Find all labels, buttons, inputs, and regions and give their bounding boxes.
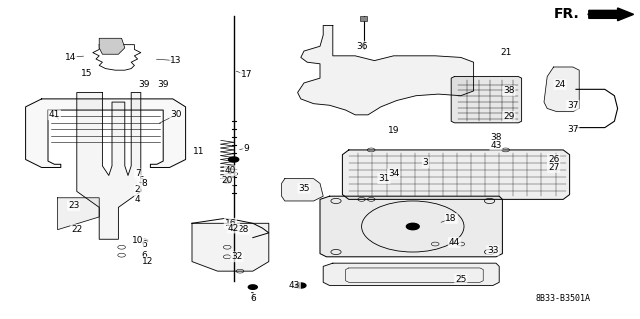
Polygon shape [342,150,570,199]
Text: 43: 43 [289,281,300,290]
Text: 14: 14 [65,53,76,62]
Text: 32: 32 [231,252,243,261]
Polygon shape [298,26,474,115]
Text: 6: 6 [141,240,147,249]
Polygon shape [320,196,502,257]
Text: 15: 15 [81,69,92,78]
Polygon shape [451,77,522,123]
Polygon shape [99,38,125,54]
Text: 19: 19 [388,126,399,135]
Text: 17: 17 [241,70,252,79]
Polygon shape [282,179,323,201]
Text: 21: 21 [500,48,511,57]
Text: 40: 40 [225,166,236,175]
Text: 42: 42 [228,224,239,233]
Text: 37: 37 [567,101,579,110]
Text: 12: 12 [141,257,153,266]
Text: 36: 36 [356,42,367,51]
Text: 3: 3 [423,158,428,167]
Text: FR.: FR. [554,7,579,21]
Polygon shape [192,223,269,271]
Text: 23: 23 [68,201,79,210]
Text: 6: 6 [250,294,255,303]
Text: 39: 39 [138,80,150,89]
Text: 44: 44 [449,238,460,247]
Text: 27: 27 [548,163,559,172]
Text: 20: 20 [221,176,233,185]
Text: 18: 18 [445,214,457,223]
Bar [360,16,367,21]
Text: 4: 4 [135,195,140,204]
Polygon shape [544,67,579,112]
Text: 24: 24 [554,80,566,89]
Circle shape [248,285,257,289]
Polygon shape [323,263,499,286]
Polygon shape [26,99,186,167]
Text: 28: 28 [237,225,249,234]
Text: 9: 9 [244,144,249,153]
Text: 25: 25 [455,275,467,284]
Text: 38: 38 [490,133,502,142]
Polygon shape [77,93,141,239]
Text: 29: 29 [503,112,515,121]
Text: 34: 34 [388,169,399,178]
Text: 8B33-B3501A: 8B33-B3501A [536,294,591,303]
Text: 37: 37 [567,125,579,134]
Text: 8: 8 [141,179,147,188]
Text: 35: 35 [298,184,310,193]
Circle shape [224,180,230,183]
Circle shape [228,157,239,162]
Text: 10: 10 [132,236,143,245]
Text: 43: 43 [490,141,502,150]
Text: 38: 38 [503,86,515,95]
Text: 13: 13 [170,56,182,65]
Text: 30: 30 [170,110,182,119]
Text: 6: 6 [141,251,147,260]
Circle shape [296,283,306,288]
Text: 5: 5 [138,176,143,185]
FancyArrow shape [589,8,634,21]
Text: 11: 11 [193,147,204,156]
Circle shape [406,223,419,230]
Text: 22: 22 [71,225,83,234]
Text: 1: 1 [250,292,255,301]
Text: 7: 7 [135,169,140,178]
Text: 33: 33 [487,246,499,255]
Text: 2: 2 [135,185,140,194]
Text: 16: 16 [225,219,236,228]
Text: 41: 41 [49,110,60,119]
Polygon shape [58,198,99,230]
Text: 39: 39 [157,80,169,89]
Text: 31: 31 [378,174,390,183]
Text: 26: 26 [548,155,559,164]
